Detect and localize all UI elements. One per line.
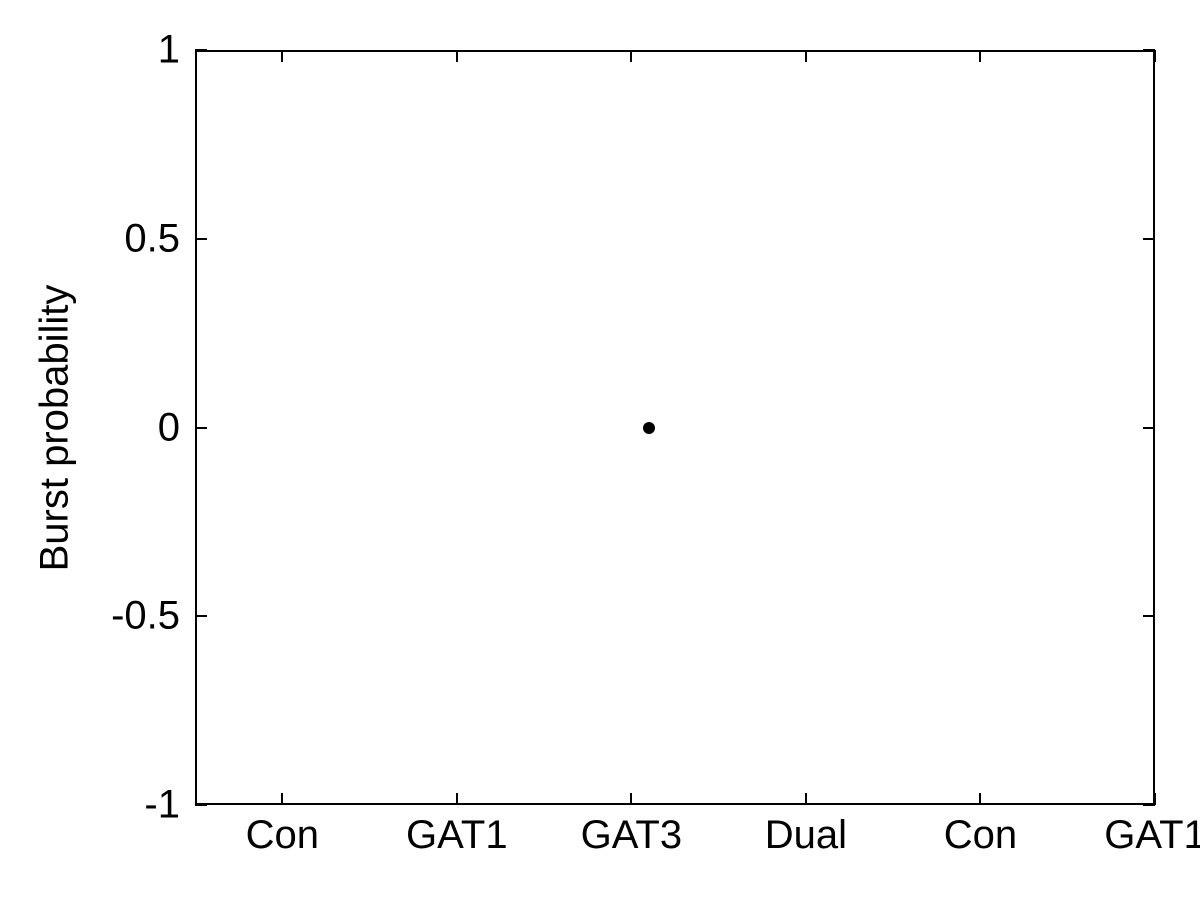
x-tick	[1154, 50, 1156, 62]
x-tick	[1154, 793, 1156, 805]
x-tick-label: Con	[246, 813, 319, 858]
x-tick	[281, 50, 283, 62]
y-tick-label: 0.5	[0, 216, 180, 261]
y-tick	[195, 804, 207, 806]
y-tick	[195, 49, 207, 51]
y-tick-label: 0	[0, 405, 180, 450]
burst-probability-chart: Burst probability -1-0.500.51ConGAT1GAT3…	[0, 0, 1200, 900]
x-tick	[630, 793, 632, 805]
y-tick	[195, 427, 207, 429]
y-tick	[1143, 615, 1155, 617]
x-tick	[281, 793, 283, 805]
x-tick	[805, 793, 807, 805]
y-tick	[1143, 427, 1155, 429]
y-tick	[1143, 238, 1155, 240]
y-tick-label: -0.5	[0, 594, 180, 639]
plot-area	[195, 50, 1155, 805]
y-tick-label: -1	[0, 783, 180, 828]
x-tick-label: Con	[944, 813, 1017, 858]
x-tick-label: GAT1	[406, 813, 508, 858]
x-tick	[805, 50, 807, 62]
x-tick	[979, 793, 981, 805]
x-tick	[456, 793, 458, 805]
x-tick	[456, 50, 458, 62]
data-point	[643, 422, 655, 434]
x-tick	[630, 50, 632, 62]
x-tick	[979, 50, 981, 62]
x-tick-label: Dual	[765, 813, 847, 858]
x-tick-label: GAT1	[1104, 813, 1200, 858]
y-tick	[195, 615, 207, 617]
x-tick-label: GAT3	[581, 813, 683, 858]
y-tick	[195, 238, 207, 240]
y-tick-label: 1	[0, 28, 180, 73]
